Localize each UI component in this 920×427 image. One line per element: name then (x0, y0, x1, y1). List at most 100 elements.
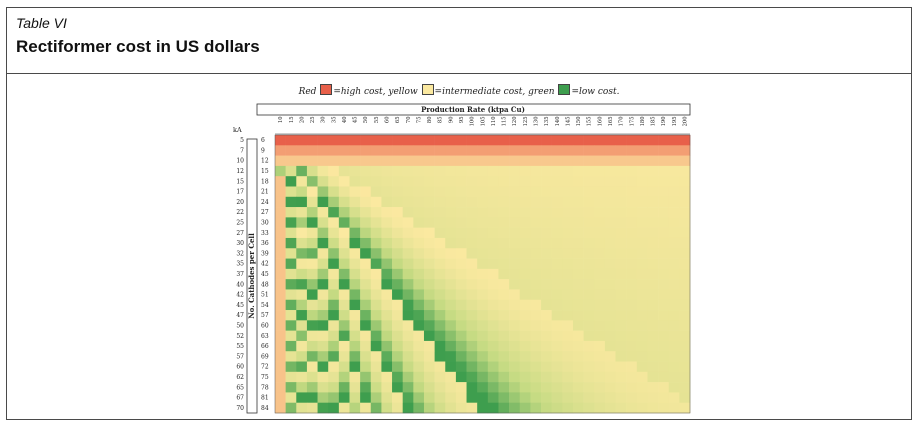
heatmap-cell (487, 176, 499, 187)
heatmap-cell (519, 176, 531, 187)
heatmap-cell (413, 237, 425, 249)
heatmap-cell (285, 258, 297, 270)
heatmap-cell (328, 361, 340, 373)
ka-label: 57 (236, 353, 244, 360)
heatmap-cell (626, 237, 638, 249)
heatmap-cell (509, 155, 521, 167)
heatmap-cell (275, 279, 286, 290)
heatmap-cell (658, 361, 670, 373)
heatmap-cell (423, 145, 435, 156)
heatmap-cell (285, 155, 297, 167)
heatmap-cell (519, 145, 531, 156)
heatmap-cell (541, 402, 552, 414)
heatmap-cell (296, 248, 308, 259)
column-tick-label: 60 (385, 117, 391, 124)
heatmap-cell (296, 186, 308, 198)
heatmap-cell (679, 186, 691, 198)
heatmap-cell (423, 196, 435, 208)
heatmap-cell (626, 361, 638, 373)
heatmap-cell (306, 217, 318, 228)
heatmap-cell (423, 155, 435, 167)
heatmap-cell (413, 289, 425, 301)
heatmap-cell (679, 176, 691, 187)
heatmap-cell (519, 351, 531, 362)
column-tick-label: 195 (672, 117, 678, 127)
heatmap-cell (275, 340, 286, 352)
heatmap-cell (285, 135, 297, 146)
heatmap-cell (519, 135, 531, 146)
heatmap-cell (285, 392, 297, 404)
heatmap-cell (434, 207, 446, 218)
heatmap-cell (423, 340, 435, 352)
heatmap-cell (296, 392, 308, 404)
heatmap-cell (392, 165, 403, 177)
heatmap-cell (423, 186, 435, 198)
column-tick-label: 20 (299, 117, 305, 124)
ka-label: 55 (236, 343, 244, 350)
column-tick-label: 120 (512, 117, 518, 127)
heatmap-cell (445, 361, 457, 373)
row-header-box: No. Cathodes per Cell (246, 138, 258, 414)
heatmap-cell (317, 196, 329, 208)
ka-label: 20 (236, 199, 244, 206)
heatmap-cell (370, 186, 382, 198)
heatmap-cell (296, 382, 308, 393)
heatmap-cell (604, 310, 616, 321)
column-tick-label: 40 (342, 117, 348, 124)
heatmap-cell (487, 268, 499, 280)
heatmap-cell (381, 155, 393, 167)
heatmap-cell (658, 299, 670, 311)
heatmap-cell (647, 340, 659, 352)
heatmap-cell (562, 310, 574, 321)
heatmap-cell (381, 135, 393, 146)
heatmap-cell (317, 217, 329, 228)
heatmap-cell (434, 382, 446, 393)
heatmap-cell (541, 145, 552, 156)
heatmap-cell (423, 268, 435, 280)
heatmap-cell (594, 145, 606, 156)
heatmap-cell (530, 258, 542, 270)
heatmap-cell (317, 207, 329, 218)
heatmap-cell (658, 248, 670, 259)
heatmap-cell (434, 279, 446, 290)
heatmap-cell (338, 268, 350, 280)
heatmap-cell (487, 392, 499, 404)
heatmap-cell (445, 196, 457, 208)
heatmap-cell (487, 227, 499, 239)
column-tick-label: 190 (661, 117, 667, 127)
table-title: Rectiformer cost in US dollars (16, 37, 260, 56)
heatmap-cell (583, 258, 595, 270)
cathode-label: 21 (261, 189, 269, 196)
heatmap-cell (636, 196, 648, 208)
heatmap-cell (370, 248, 382, 259)
heatmap-cell (285, 289, 297, 301)
heatmap-cell (551, 392, 563, 404)
heatmap-cell (679, 196, 691, 208)
heatmap-cell (338, 289, 350, 301)
heatmap-cell (509, 371, 521, 383)
heatmap-cell (658, 217, 670, 228)
heatmap-cell (392, 217, 403, 228)
heatmap-cell (381, 382, 393, 393)
heatmap-cell (477, 165, 489, 177)
heatmap-cell (285, 145, 297, 156)
heatmap-cell (466, 340, 478, 352)
heatmap-cell (487, 279, 499, 290)
heatmap-cell (296, 330, 308, 342)
heatmap-cell (541, 340, 552, 352)
heatmap-cell (530, 340, 542, 352)
heatmap-cell (615, 299, 627, 311)
heatmap-cell (370, 299, 382, 311)
column-tick-label: 180 (640, 117, 646, 127)
heatmap-cell (477, 196, 489, 208)
heatmap-cell (530, 186, 542, 198)
heatmap-cell (572, 320, 584, 331)
heatmap-cell (328, 310, 340, 321)
heatmap-cell (551, 351, 563, 362)
heatmap-cell (434, 186, 446, 198)
heatmap-cell (572, 299, 584, 311)
heatmap-cell (275, 361, 286, 373)
heatmap-cell (381, 227, 393, 239)
cathode-label: 6 (261, 137, 265, 144)
heatmap-cell (402, 217, 414, 228)
